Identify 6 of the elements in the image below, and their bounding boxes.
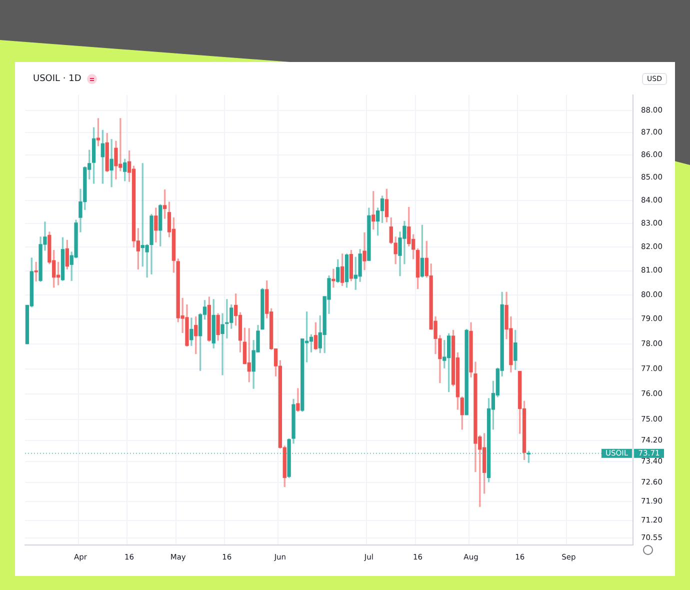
candlestick <box>225 299 229 338</box>
chart-title: USOIL · 1D <box>33 74 82 84</box>
candlestick <box>220 313 224 376</box>
candlestick <box>332 268 336 288</box>
candlestick <box>110 139 114 188</box>
candlestick <box>145 244 149 278</box>
